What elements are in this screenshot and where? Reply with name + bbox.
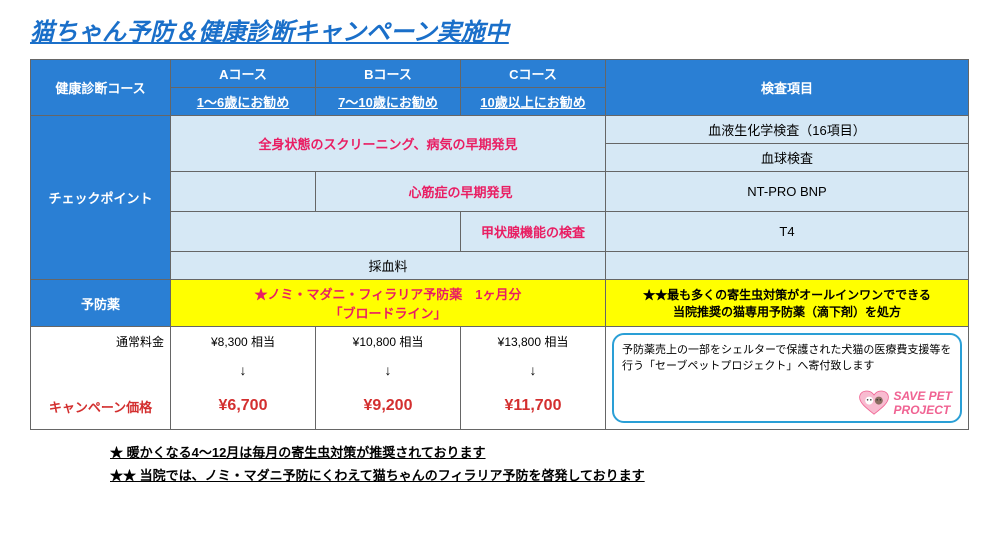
checkpoint-cardio-item: NT-PRO BNP: [606, 172, 969, 212]
price-c-campaign: ¥11,700: [461, 384, 606, 430]
price-b-campaign: ¥9,200: [316, 384, 461, 430]
footnote-1: ★ 暖かくなる4～12月は毎月の寄生虫対策が推奨されております: [110, 442, 969, 461]
price-c-arrow: ↓: [461, 356, 606, 384]
campaign-table: 健康診断コース Aコース Bコース Cコース 検査項目 1～6歳にお勧め 7～1…: [30, 59, 969, 430]
header-c-rec: 10歳以上にお勧め: [461, 88, 606, 116]
header-a-rec: 1～6歳にお勧め: [171, 88, 316, 116]
checkpoint-cardio: 心筋症の早期発見: [316, 172, 606, 212]
price-b-arrow: ↓: [316, 356, 461, 384]
heart-pets-icon: [858, 390, 890, 416]
checkpoint-thyroid-item: T4: [606, 212, 969, 252]
footnote-2: ★★ 当院では、ノミ・マダニ予防にくわえて猫ちゃんのフィラリア予防を啓発しており…: [110, 465, 969, 484]
checkpoint-screening: 全身状態のスクリーニング、病気の早期発見: [171, 116, 606, 172]
checkpoint-bloodfee-empty: [606, 252, 969, 280]
callout-text: 予防薬売上の一部をシェルターで保護された犬猫の医療費支援等を行う「セーブペットプ…: [622, 341, 952, 373]
header-b-rec: 7～10歳にお勧め: [316, 88, 461, 116]
callout-cell: 予防薬売上の一部をシェルターで保護された犬猫の医療費支援等を行う「セーブペットプ…: [606, 327, 969, 430]
price-campaign-label: キャンペーン価格: [31, 384, 171, 430]
price-c-normal: ¥13,800 相当: [461, 327, 606, 357]
header-course: 健康診断コース: [31, 60, 171, 116]
checkpoint-thyroid-empty: [171, 212, 461, 252]
checkpoint-label: チェックポイント: [31, 116, 171, 280]
checkpoint-thyroid: 甲状腺機能の検査: [461, 212, 606, 252]
price-a-arrow: ↓: [171, 356, 316, 384]
checkpoint-cardio-empty: [171, 172, 316, 212]
checkpoint-item2: 血球検査: [606, 144, 969, 172]
prevention-right: ★★最も多くの寄生虫対策がオールインワンでできる 当院推奨の猫専用予防薬（滴下剤…: [606, 280, 969, 327]
price-b-normal: ¥10,800 相当: [316, 327, 461, 357]
header-a: Aコース: [171, 60, 316, 88]
price-a-normal: ¥8,300 相当: [171, 327, 316, 357]
checkpoint-bloodfee: 採血料: [171, 252, 606, 280]
header-items: 検査項目: [606, 60, 969, 116]
price-arrow-label: [31, 356, 171, 384]
price-a-campaign: ¥6,700: [171, 384, 316, 430]
checkpoint-item1: 血液生化学検査（16項目）: [606, 116, 969, 144]
page-title: 猫ちゃん予防＆健康診断キャンペーン実施中: [30, 12, 969, 47]
save-pet-logo: SAVE PET PROJECT: [858, 389, 952, 417]
header-c: Cコース: [461, 60, 606, 88]
footnotes: ★ 暖かくなる4～12月は毎月の寄生虫対策が推奨されております ★★ 当院では、…: [30, 442, 969, 484]
callout-box: 予防薬売上の一部をシェルターで保護された犬猫の医療費支援等を行う「セーブペットプ…: [612, 333, 962, 423]
prevention-label: 予防薬: [31, 280, 171, 327]
price-normal-label: 通常料金: [31, 327, 171, 357]
prevention-text: ★ノミ・マダニ・フィラリア予防薬 1ヶ月分 「ブロードライン」: [171, 280, 606, 327]
header-b: Bコース: [316, 60, 461, 88]
